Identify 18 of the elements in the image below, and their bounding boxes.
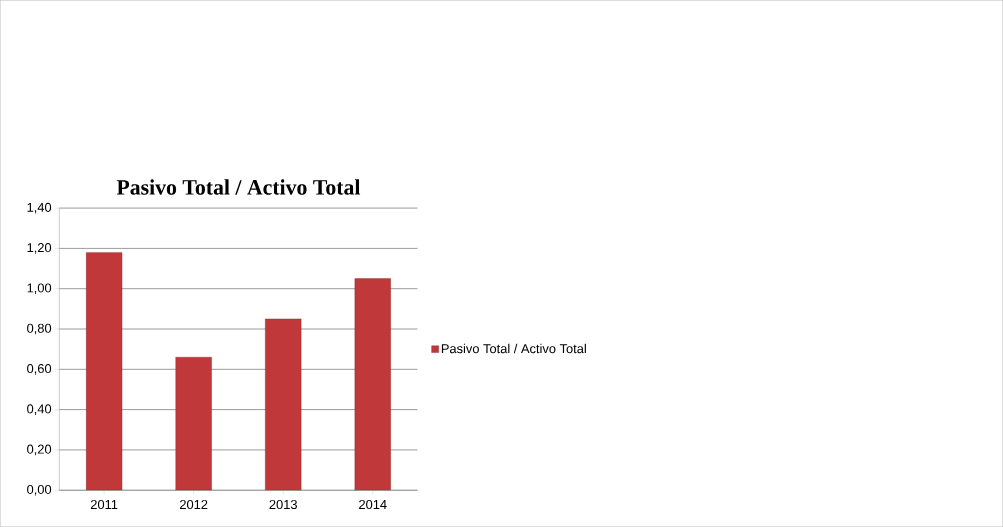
chart-title: Pasivo Total / Activo Total (116, 179, 361, 195)
y-tick-label: 0,20 (27, 444, 52, 456)
x-tick-label: 2013 (269, 499, 297, 510)
y-tick-label: 0,00 (27, 484, 52, 496)
x-tick-label: 2011 (90, 499, 118, 510)
bar (86, 252, 123, 491)
y-tick-label: 1,20 (27, 243, 52, 254)
y-tick-label: 0,80 (27, 323, 52, 335)
bar (175, 357, 212, 491)
x-tick-label: 2014 (359, 499, 387, 510)
y-tick-label: 0,60 (27, 363, 52, 375)
y-tick-label: 1,00 (27, 283, 52, 294)
bar (265, 318, 302, 491)
bar (354, 278, 391, 491)
legend-label: Pasivo Total / Activo Total (441, 343, 586, 354)
x-tick-label: 2012 (180, 499, 208, 510)
y-tick-label: 1,40 (27, 202, 52, 214)
y-tick-label: 0,40 (27, 404, 52, 415)
